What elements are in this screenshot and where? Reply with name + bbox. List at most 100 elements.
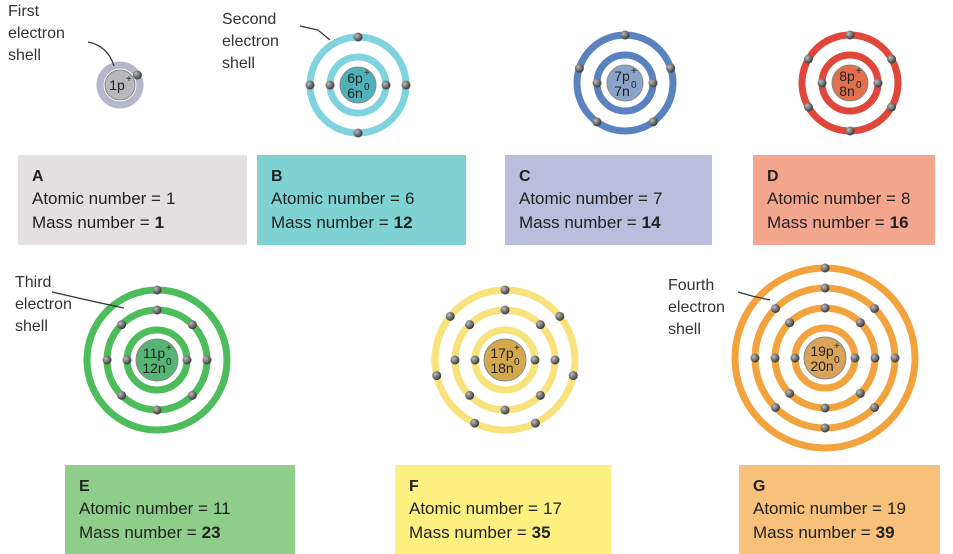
atomic-number-label: Atomic number =: [767, 189, 896, 208]
shell-annotation: shell: [8, 47, 41, 64]
electron: [402, 81, 411, 90]
element-letter: G: [753, 477, 940, 497]
shell-annotation: Fourth: [668, 277, 714, 294]
atomic-number-line: Atomic number =11: [79, 497, 295, 521]
element-letter: B: [271, 167, 466, 187]
mass-number: 35: [532, 523, 551, 542]
electron: [306, 81, 315, 90]
mass-number-line: Mass number = 16: [767, 211, 935, 235]
electron: [649, 117, 658, 126]
atomic-number-line: Atomic number =1: [32, 187, 247, 211]
mass-number-label: Mass number =: [519, 213, 637, 232]
proton-count: 11p: [143, 345, 166, 361]
electron: [465, 320, 474, 329]
electron: [555, 312, 564, 321]
neutron-charge: 0: [166, 357, 172, 368]
element-letter: A: [32, 167, 247, 187]
electron: [891, 354, 900, 363]
neutron-charge: 0: [856, 80, 862, 91]
electron: [501, 306, 510, 315]
electron: [856, 318, 865, 327]
mass-number-label: Mass number =: [409, 523, 527, 542]
mass-number-label: Mass number =: [271, 213, 389, 232]
electron: [791, 354, 800, 363]
mass-number-line: Mass number =12: [271, 211, 466, 235]
mass-number-label: Mass number =: [767, 213, 885, 232]
electron: [771, 354, 780, 363]
electron: [821, 304, 830, 313]
electron: [153, 406, 162, 415]
electron: [183, 356, 192, 365]
electron: [649, 79, 658, 88]
leader-line: [88, 42, 114, 66]
electron: [465, 391, 474, 400]
electron: [785, 389, 794, 398]
shell-annotation: shell: [15, 318, 48, 335]
proton-count: 19p: [810, 343, 834, 359]
electron: [531, 419, 540, 428]
electron: [821, 284, 830, 293]
element-letter: C: [519, 167, 712, 187]
mass-number-label: Mass number =: [32, 213, 150, 232]
element-card: D Atomic number = 8 Mass number = 16: [753, 155, 935, 245]
mass-number: 39: [876, 523, 895, 542]
electron: [851, 354, 860, 363]
mass-number: 16: [890, 213, 909, 232]
proton-charge: +: [166, 343, 172, 354]
electron: [771, 304, 780, 313]
electron: [621, 31, 630, 40]
shell-annotation: shell: [668, 321, 701, 338]
electron: [874, 79, 883, 88]
neutron-count: 18n: [490, 360, 513, 376]
mass-number-line: Mass number =14: [519, 211, 712, 235]
electron: [536, 391, 545, 400]
atomic-number: 1: [166, 189, 175, 208]
neutron-count: 20n: [810, 358, 833, 374]
electron: [666, 64, 675, 73]
atomic-number-label: Atomic number =: [753, 499, 882, 518]
electron: [354, 33, 363, 42]
proton-count: 17p: [490, 345, 514, 361]
electron: [856, 389, 865, 398]
electron: [326, 81, 335, 90]
shell-annotation: electron: [8, 25, 65, 42]
electron: [354, 129, 363, 138]
atomic-number: 11: [213, 499, 231, 518]
atom: 8p+8n0: [802, 31, 898, 136]
electron: [470, 419, 479, 428]
shell-annotation: Second: [222, 11, 276, 28]
atomic-number-line: Atomic number =6: [271, 187, 466, 211]
electron: [818, 79, 827, 88]
atomic-number: 8: [901, 189, 910, 208]
electron: [382, 81, 391, 90]
electron: [871, 354, 880, 363]
electron: [133, 71, 142, 80]
electron: [593, 79, 602, 88]
electron: [103, 356, 112, 365]
neutron-count: 7n: [614, 83, 630, 99]
neutron-charge: 0: [364, 82, 370, 93]
electron: [771, 403, 780, 412]
electron: [821, 404, 830, 413]
electron: [501, 406, 510, 415]
element-letter: E: [79, 477, 295, 497]
electron: [846, 31, 855, 40]
proton-charge: +: [856, 66, 862, 77]
element-letter: D: [767, 167, 935, 187]
mass-number-line: Mass number =23: [79, 521, 295, 545]
electron: [785, 318, 794, 327]
electron: [821, 424, 830, 433]
electron: [117, 320, 126, 329]
electron: [188, 391, 197, 400]
mass-number: 23: [202, 523, 221, 542]
atomic-number: 19: [887, 499, 906, 518]
electron: [751, 354, 760, 363]
proton-charge: +: [514, 343, 520, 354]
mass-number-line: Mass number = 35: [409, 521, 611, 545]
atomic-number-line: Atomic number =17: [409, 497, 611, 521]
